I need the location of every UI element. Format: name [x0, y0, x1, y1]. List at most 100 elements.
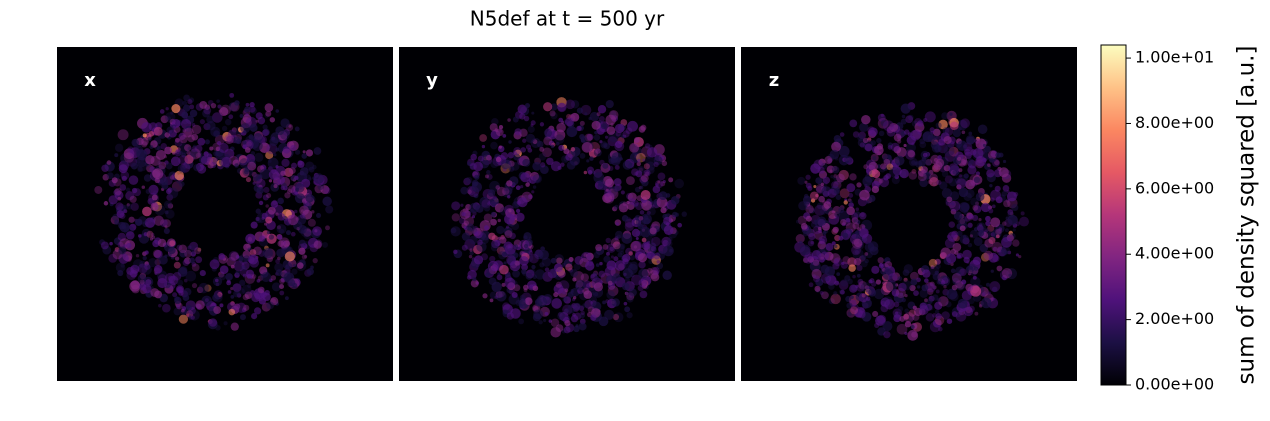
texture: [941, 311, 950, 320]
texture: [1005, 216, 1009, 220]
texture: [982, 157, 987, 163]
texture: [594, 130, 598, 135]
texture: [159, 219, 168, 227]
texture: [872, 310, 879, 318]
texture: [557, 311, 566, 320]
texture: [557, 165, 562, 170]
texture: [139, 279, 145, 285]
texture: [586, 133, 594, 141]
texture: [158, 303, 162, 308]
texture: [266, 143, 278, 155]
texture: [141, 264, 152, 275]
texture: [860, 282, 871, 293]
texture: [908, 114, 914, 121]
texture: [622, 130, 630, 138]
texture: [515, 208, 521, 213]
texture: [515, 299, 522, 306]
texture: [145, 231, 151, 237]
texture: [145, 188, 151, 195]
texture: [243, 255, 250, 262]
texture: [992, 246, 998, 252]
texture: [255, 217, 260, 222]
texture: [115, 202, 124, 211]
texture: [608, 165, 614, 171]
texture: [963, 146, 974, 157]
texture: [877, 327, 886, 336]
texture: [268, 169, 280, 180]
texture: [943, 164, 951, 172]
texture: [817, 166, 825, 174]
texture: [261, 272, 272, 283]
texture: [859, 122, 869, 133]
texture: [171, 103, 181, 114]
texture: [972, 275, 977, 280]
texture: [261, 302, 271, 312]
texture: [851, 238, 863, 249]
texture: [846, 302, 853, 309]
texture: [596, 112, 601, 117]
texture: [520, 172, 531, 183]
texture: [662, 179, 666, 184]
texture: [306, 268, 314, 276]
texture: [273, 184, 278, 189]
texture: [656, 196, 668, 208]
texture: [499, 264, 509, 275]
texture: [469, 162, 478, 171]
texture: [923, 117, 928, 123]
texture: [522, 138, 527, 143]
texture: [514, 260, 520, 266]
texture: [612, 273, 621, 282]
texture: [114, 153, 119, 158]
texture: [810, 163, 821, 174]
texture: [812, 275, 820, 283]
texture: [855, 207, 860, 211]
texture: [605, 188, 609, 192]
texture: [602, 300, 606, 305]
texture: [210, 102, 217, 109]
texture: [626, 200, 630, 205]
texture: [910, 325, 915, 329]
texture: [944, 127, 954, 136]
texture: [111, 177, 118, 184]
texture: [800, 222, 808, 230]
texture: [284, 192, 291, 199]
texture: [198, 282, 209, 294]
texture: [989, 281, 1001, 292]
texture: [852, 131, 860, 138]
texture: [991, 241, 1003, 253]
texture: [640, 226, 651, 238]
texture: [188, 315, 193, 320]
texture: [628, 197, 636, 205]
texture: [864, 252, 869, 256]
texture: [503, 226, 513, 236]
texture: [539, 162, 546, 168]
texture: [179, 181, 185, 187]
texture: [558, 117, 564, 123]
texture: [506, 255, 517, 266]
texture: [681, 211, 688, 217]
texture: [246, 274, 252, 279]
texture: [277, 197, 284, 205]
texture: [555, 324, 564, 332]
texture: [904, 331, 908, 335]
texture: [946, 288, 958, 300]
texture: [158, 255, 168, 265]
texture: [1007, 250, 1012, 255]
texture: [550, 112, 558, 120]
texture: [496, 186, 507, 197]
texture: [259, 287, 265, 293]
texture: [495, 156, 502, 163]
texture: [556, 122, 566, 133]
texture: [557, 312, 563, 317]
texture: [924, 298, 929, 303]
texture: [919, 178, 928, 188]
texture: [853, 238, 863, 248]
texture: [106, 160, 112, 165]
texture: [227, 290, 232, 294]
texture: [636, 161, 642, 167]
texture: [598, 116, 605, 122]
texture: [969, 234, 974, 238]
texture: [932, 313, 937, 318]
texture: [662, 239, 669, 246]
texture: [848, 202, 854, 208]
